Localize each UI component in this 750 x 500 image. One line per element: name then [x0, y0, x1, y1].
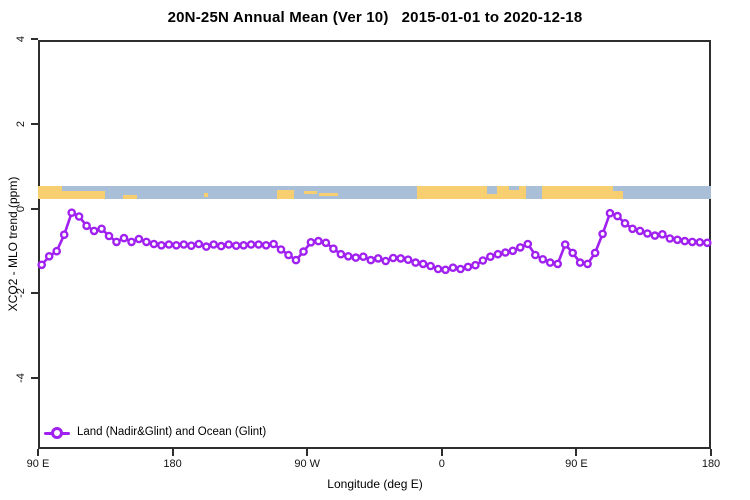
x-tick [306, 449, 309, 456]
x-tick-label: 90 E [565, 458, 588, 470]
x-tick [710, 449, 712, 456]
y-tick [31, 207, 38, 210]
x-axis-title: Longitude (deg E) [327, 477, 423, 491]
x-tick [575, 449, 578, 456]
land-segment [204, 192, 209, 198]
land-segment [613, 191, 624, 199]
y-tick-label: -4 [15, 372, 27, 383]
x-tick [440, 449, 443, 456]
map-strip [38, 186, 711, 199]
land-segment [304, 190, 318, 195]
y-tick [31, 292, 38, 295]
x-tick [171, 449, 174, 456]
plot-area [38, 40, 711, 449]
land-segment [486, 194, 497, 199]
x-tick-label: 0 [438, 458, 445, 470]
land-segment [122, 195, 137, 199]
land-segment [61, 190, 105, 199]
land-segment [277, 189, 295, 199]
x-tick-label: 180 [163, 458, 182, 470]
land-segment [38, 186, 62, 199]
legend-marker-icon [51, 427, 63, 439]
land-segment [541, 186, 614, 199]
y-tick-label: 2 [15, 120, 27, 127]
x-tick-label: 180 [701, 458, 721, 470]
y-tick [31, 376, 38, 379]
land-segment [319, 192, 339, 197]
legend: Land (Nadir&Glint) and Ocean (Glint) [44, 424, 444, 444]
y-tick [31, 38, 38, 41]
y-tick-label: 0 [15, 205, 27, 212]
land-segment [416, 186, 487, 199]
x-tick [37, 449, 39, 456]
y-tick-label: -2 [15, 288, 27, 298]
y-tick [31, 122, 38, 125]
y-tick-label: 4 [15, 36, 27, 43]
legend-label: Land (Nadir&Glint) and Ocean (Glint) [77, 426, 267, 438]
ocean-segment [508, 186, 519, 190]
x-tick-label: 90 E [26, 458, 50, 470]
x-tick-label: 90 W [294, 458, 321, 470]
chart-title: 20N-25N Annual Mean (Ver 10) 2015-01-01 … [167, 9, 583, 26]
